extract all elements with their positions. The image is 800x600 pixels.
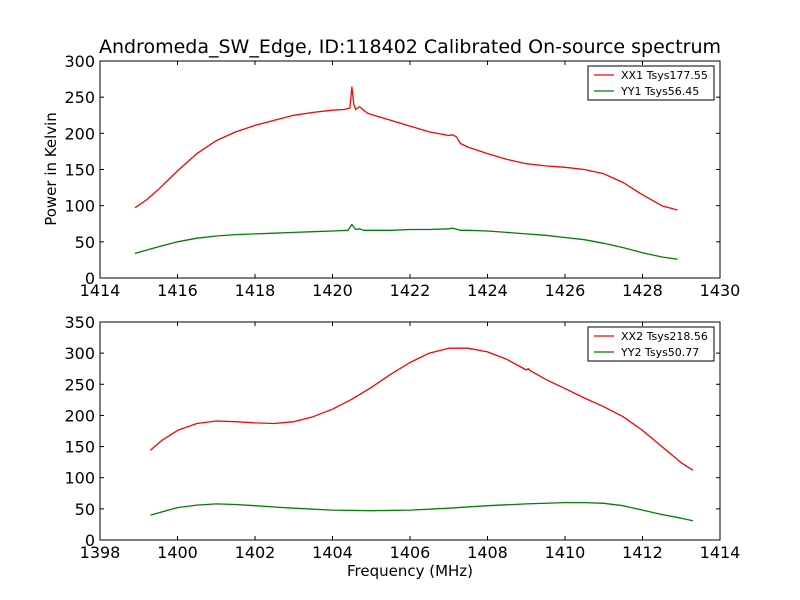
bottom-y-tick-label: 350 (64, 313, 95, 332)
bottom-y-tick-label: 150 (64, 438, 95, 457)
bottom-legend-label-2: YY2 Tsys50.77 (620, 346, 699, 359)
top-legend-box (587, 65, 715, 101)
top-x-tick-label: 1420 (312, 281, 353, 300)
bottom-x-tick-label: 1412 (622, 543, 663, 562)
chart-title: Andromeda_SW_Edge, ID:118402 Calibrated … (99, 36, 721, 58)
top-y-tick-label: 250 (64, 88, 95, 107)
top-x-tick-label: 1428 (622, 281, 663, 300)
top-x-tick-label: 1426 (545, 281, 586, 300)
bottom-y-tick-label: 0 (85, 531, 95, 550)
bottom-x-tick-label: 1402 (235, 543, 276, 562)
top-y-tick-label: 0 (85, 269, 95, 288)
bottom-y-tick-label: 50 (75, 500, 95, 519)
top-x-tick-label: 1430 (700, 281, 741, 300)
y-axis-label: Power in Kelvin (42, 112, 60, 226)
bottom-series-line-2 (150, 501, 694, 522)
top-x-tick-label: 1418 (235, 281, 276, 300)
x-axis-label: Frequency (MHz) (347, 562, 473, 580)
bottom-legend-label-1: XX2 Tsys218.56 (621, 330, 708, 343)
bottom-x-tick-label: 1406 (390, 543, 431, 562)
bottom-legend-box (587, 326, 715, 362)
top-spectrum-plot: 1414 1416 1418 1420 1422 1424 1426 1428 1430 0 50 1… (64, 52, 740, 300)
bottom-legend: XX2 Tsys218.56 YY2 Tsys50.77 (587, 326, 715, 362)
bottom-y-tick-label: 200 (64, 406, 95, 425)
top-legend: XX1 Tsys177.55 YY1 Tsys56.45 (587, 65, 715, 101)
bottom-x-tick-label: 1400 (157, 543, 198, 562)
bottom-y-tick-label: 250 (64, 375, 95, 394)
bottom-x-tick-label: 1414 (700, 543, 741, 562)
bottom-x-tick-label: 1404 (312, 543, 353, 562)
bottom-x-tick-label: 1408 (467, 543, 508, 562)
top-legend-label-1: XX1 Tsys177.55 (621, 69, 708, 82)
top-y-tick-label: 150 (64, 161, 95, 180)
top-series-line-1 (134, 86, 678, 211)
bottom-series-line-1 (149, 347, 694, 471)
top-x-tick-label: 1422 (390, 281, 431, 300)
top-y-tick-label: 300 (64, 52, 95, 71)
top-y-tick-label: 50 (75, 233, 95, 252)
bottom-y-tick-label: 100 (64, 469, 95, 488)
top-legend-label-2: YY1 Tsys56.45 (620, 85, 699, 98)
top-y-tick-label: 200 (64, 124, 95, 143)
top-x-tick-label: 1414 (80, 281, 121, 300)
bottom-x-tick-label: 1410 (545, 543, 586, 562)
top-x-tick-label: 1424 (467, 281, 508, 300)
bottom-x-tick-label: 1398 (80, 543, 121, 562)
top-y-tick-label: 100 (64, 197, 95, 216)
bottom-spectrum-plot: 1398 1400 1402 1404 1406 1408 1410 1412 1414 0 50 1… (64, 313, 740, 562)
top-series-line-2 (134, 223, 678, 260)
top-x-tick-label: 1416 (157, 281, 198, 300)
bottom-y-tick-label: 300 (64, 344, 95, 363)
